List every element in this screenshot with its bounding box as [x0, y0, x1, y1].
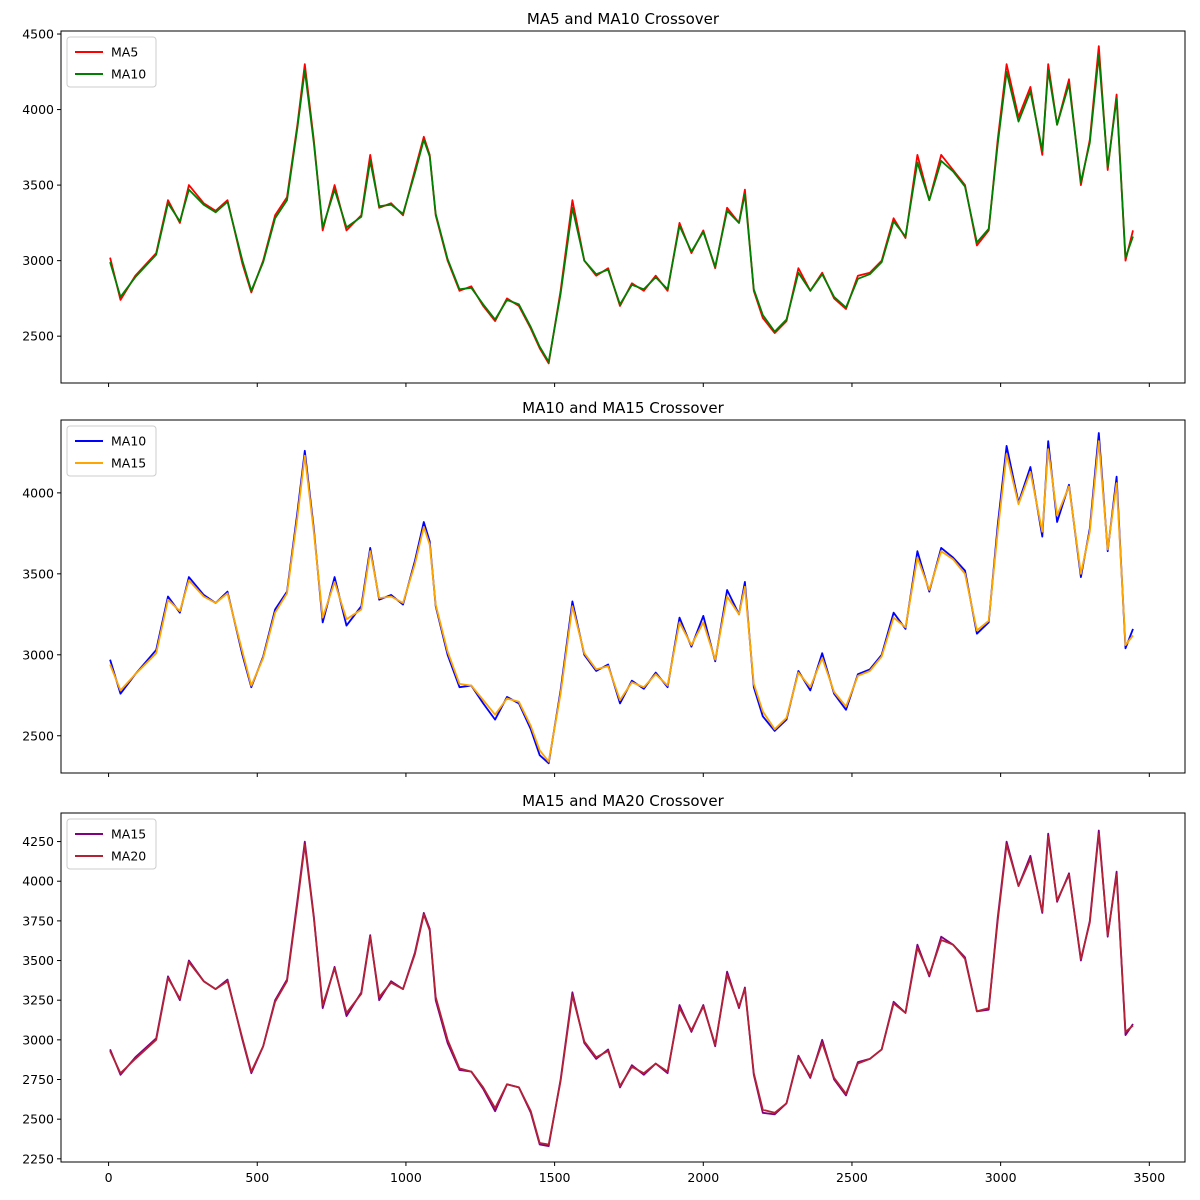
legend-label-ma10: MA10 [111, 67, 146, 82]
chart-title: MA5 and MA10 Crossover [527, 10, 720, 28]
y-tick-label: 2500 [22, 1112, 54, 1127]
chart-title: MA10 and MA15 Crossover [522, 399, 725, 417]
chart-panel-3: MA15 and MA20 Crossover 2250 2500 2750 3000 3… [22, 792, 1186, 1185]
x-tick-label: 2000 [687, 1170, 719, 1185]
y-tick-label: 3250 [22, 993, 54, 1008]
legend-label-ma15: MA15 [111, 456, 146, 471]
series-line-ma10 [109, 54, 1134, 363]
legend-label-ma20: MA20 [111, 849, 146, 864]
y-tick-label: 3000 [22, 647, 54, 662]
legend: MA10 MA15 [66, 425, 157, 477]
y-tick-label: 3500 [22, 566, 54, 581]
plot-area [60, 419, 1186, 774]
y-tick-label: 3750 [22, 913, 54, 928]
legend-label-ma10: MA10 [111, 434, 146, 449]
y-tick-label: 3000 [22, 253, 54, 268]
y-tick-label: 2500 [22, 329, 54, 344]
legend-label-ma15: MA15 [111, 827, 146, 842]
legend-label-ma5: MA5 [111, 45, 138, 60]
plot-area [60, 30, 1186, 384]
y-tick-label: 3000 [22, 1032, 54, 1047]
x-tick-label: 0 [105, 1170, 113, 1185]
y-tick-label: 2500 [22, 728, 54, 743]
y-tick-label: 4000 [22, 485, 54, 500]
chart-panel-1: MA5 and MA10 Crossover 2500 3000 3500 4000 45… [22, 10, 1186, 387]
series-line-ma15 [109, 440, 1134, 763]
y-tick-label: 2250 [22, 1151, 54, 1166]
x-tick-label: 1500 [539, 1170, 571, 1185]
y-tick-label: 3500 [22, 953, 54, 968]
series-line-ma10 [109, 432, 1134, 765]
series-line-ma15 [109, 829, 1134, 1147]
y-tick-label: 3500 [22, 178, 54, 193]
x-tick-label: 3500 [1133, 1170, 1165, 1185]
x-tick-label: 2500 [836, 1170, 868, 1185]
x-tick-label: 1000 [390, 1170, 422, 1185]
x-tick-label: 3000 [985, 1170, 1017, 1185]
x-tick-label: 500 [245, 1170, 269, 1185]
series-line-ma20 [109, 832, 1134, 1146]
series-line-ma5 [109, 45, 1134, 365]
plot-area [60, 812, 1186, 1163]
chart-title: MA15 and MA20 Crossover [522, 792, 725, 810]
legend: MA15 MA20 [66, 818, 157, 870]
legend: MA5 MA10 [66, 36, 157, 88]
chart-panel-2: MA10 and MA15 Crossover 2500 3000 3500 4000 M… [22, 399, 1186, 777]
y-tick-label: 4250 [22, 834, 54, 849]
y-tick-label: 4500 [22, 27, 54, 42]
y-tick-label: 2750 [22, 1072, 54, 1087]
y-tick-label: 4000 [22, 102, 54, 117]
y-tick-label: 4000 [22, 874, 54, 889]
